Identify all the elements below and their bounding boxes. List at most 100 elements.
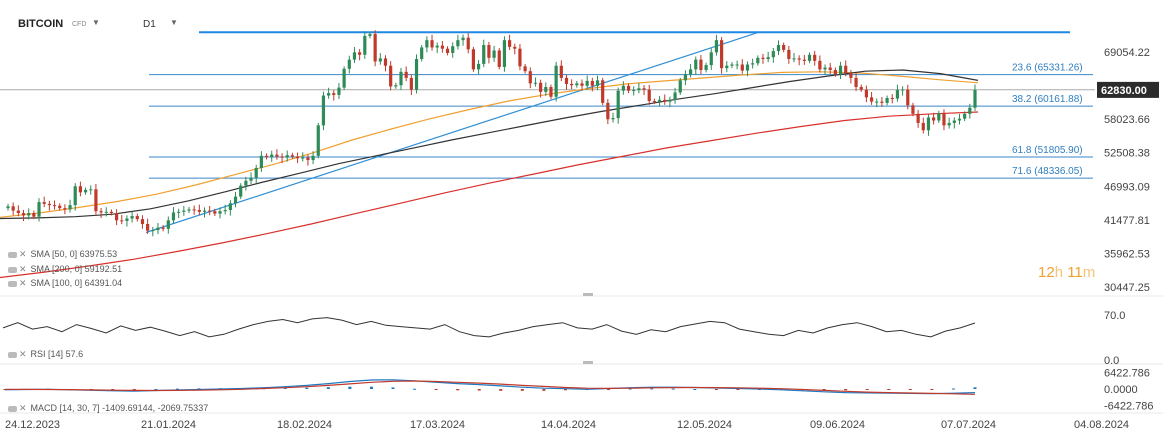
fib-level-label: 71.6 (48336.05) bbox=[1012, 166, 1083, 177]
candle-body bbox=[901, 89, 905, 91]
symbol-selector[interactable]: BITCOIN bbox=[18, 18, 64, 30]
candle-body bbox=[6, 206, 10, 209]
candle-countdown: 12h 11m bbox=[1038, 264, 1095, 281]
candle-body bbox=[451, 46, 455, 53]
macd-histogram-bar bbox=[305, 387, 309, 389]
x-tick-label: 17.03.2024 bbox=[410, 419, 465, 431]
legend-sma100[interactable]: ✕ SMA [100, 0] 64391.04 bbox=[8, 278, 122, 289]
candle-body bbox=[864, 89, 869, 98]
visibility-icon[interactable] bbox=[8, 251, 17, 258]
macd-histogram-bar bbox=[326, 387, 330, 389]
macd-histogram-bar bbox=[714, 389, 718, 390]
candle-body bbox=[720, 40, 724, 69]
candle-body bbox=[911, 105, 915, 114]
candle-body bbox=[109, 211, 114, 214]
candle-body bbox=[394, 85, 398, 87]
candle-body bbox=[575, 83, 579, 86]
candle-body bbox=[502, 40, 507, 67]
candle-body bbox=[880, 101, 884, 103]
fib-level-label: 61.8 (51805.90) bbox=[1012, 145, 1083, 156]
candle-body bbox=[461, 37, 465, 41]
macd-histogram-bar bbox=[930, 389, 934, 390]
candle-body bbox=[518, 48, 522, 67]
close-icon[interactable]: ✕ bbox=[19, 264, 27, 274]
close-icon[interactable]: ✕ bbox=[19, 249, 27, 259]
candle-body bbox=[663, 99, 667, 102]
macd-histogram-bar bbox=[391, 387, 395, 389]
visibility-icon[interactable] bbox=[8, 280, 17, 287]
candle-body bbox=[435, 45, 439, 48]
visibility-icon[interactable] bbox=[8, 351, 17, 358]
candle-body bbox=[539, 82, 543, 92]
close-icon[interactable]: ✕ bbox=[19, 278, 27, 288]
candle-body bbox=[616, 90, 620, 119]
candle-body bbox=[626, 85, 631, 91]
candle-body bbox=[549, 87, 553, 97]
candle-body bbox=[854, 77, 858, 88]
candle-body bbox=[440, 45, 444, 49]
legend-macd[interactable]: ✕ MACD [14, 30, 7] -1409.69144, -2069.753… bbox=[8, 403, 208, 414]
candle-body bbox=[813, 54, 817, 61]
candle-body bbox=[942, 113, 946, 126]
y-tick-label: 69054.22 bbox=[1104, 47, 1150, 59]
rsi-tick-label: 0.0 bbox=[1104, 355, 1119, 367]
candle-body bbox=[657, 99, 662, 102]
candle-body bbox=[171, 212, 176, 221]
candle-body bbox=[632, 90, 636, 92]
candle-body bbox=[533, 82, 538, 84]
candle-body bbox=[228, 203, 232, 210]
candle-body bbox=[507, 40, 512, 47]
candle-body bbox=[140, 219, 145, 224]
candle-body bbox=[570, 83, 574, 86]
macd-histogram-bar bbox=[822, 389, 826, 391]
candle-body bbox=[42, 202, 46, 204]
candle-body bbox=[766, 57, 770, 60]
legend-rsi[interactable]: ✕ RSI [14] 57.6 bbox=[8, 349, 83, 360]
legend-sma200[interactable]: ✕ SMA [200, 0] 59192.51 bbox=[8, 264, 122, 275]
candle-body bbox=[466, 37, 470, 50]
macd-signal-line bbox=[4, 380, 976, 395]
macd-histogram-bar bbox=[154, 389, 158, 390]
candle-body bbox=[73, 186, 77, 206]
macd-histogram-bar bbox=[520, 389, 524, 391]
candle-body bbox=[807, 54, 812, 61]
candle-body bbox=[363, 35, 367, 55]
candle-body bbox=[63, 208, 67, 210]
sma100-value: 64391.04 bbox=[84, 278, 123, 288]
candle-body bbox=[725, 65, 729, 69]
macd-tick-label: -6422.786 bbox=[1104, 401, 1154, 413]
candle-body bbox=[378, 58, 382, 62]
y-tick-label: 30447.25 bbox=[1104, 282, 1150, 294]
candle-body bbox=[559, 65, 563, 78]
close-icon[interactable]: ✕ bbox=[19, 403, 27, 413]
countdown-minutes-unit: m bbox=[1082, 264, 1096, 281]
x-tick-label: 18.02.2024 bbox=[277, 419, 332, 431]
candle-body bbox=[590, 80, 594, 86]
candle-body bbox=[838, 65, 843, 75]
candle-body bbox=[683, 74, 688, 81]
macd-signal-value: -2069.75337 bbox=[157, 403, 209, 413]
candle-body bbox=[32, 213, 36, 217]
sma100-line bbox=[0, 69, 979, 220]
candle-body bbox=[482, 45, 486, 64]
legend-sma50[interactable]: ✕ SMA [50, 0] 63975.53 bbox=[8, 249, 117, 260]
symbol-dropdown-icon[interactable]: ▼ bbox=[92, 18, 100, 27]
close-icon[interactable]: ✕ bbox=[19, 349, 27, 359]
price-badge-label: 62830.00 bbox=[1101, 85, 1147, 97]
macd-histogram-bar bbox=[650, 388, 654, 390]
candle-body bbox=[937, 113, 941, 121]
timeframe-dropdown-icon[interactable]: ▼ bbox=[170, 18, 178, 27]
visibility-icon[interactable] bbox=[8, 266, 17, 273]
timeframe-selector[interactable]: D1 bbox=[143, 19, 156, 30]
candle-body bbox=[404, 71, 408, 78]
candle-body bbox=[130, 216, 134, 219]
candle-body bbox=[492, 50, 496, 58]
visibility-icon[interactable] bbox=[8, 405, 17, 412]
x-tick-label: 12.05.2024 bbox=[677, 419, 732, 431]
candle-body bbox=[409, 77, 413, 90]
candle-body bbox=[420, 47, 424, 60]
candle-body bbox=[223, 209, 227, 212]
sma200-label: SMA [200, 0] bbox=[30, 264, 83, 274]
macd-line bbox=[4, 379, 976, 395]
